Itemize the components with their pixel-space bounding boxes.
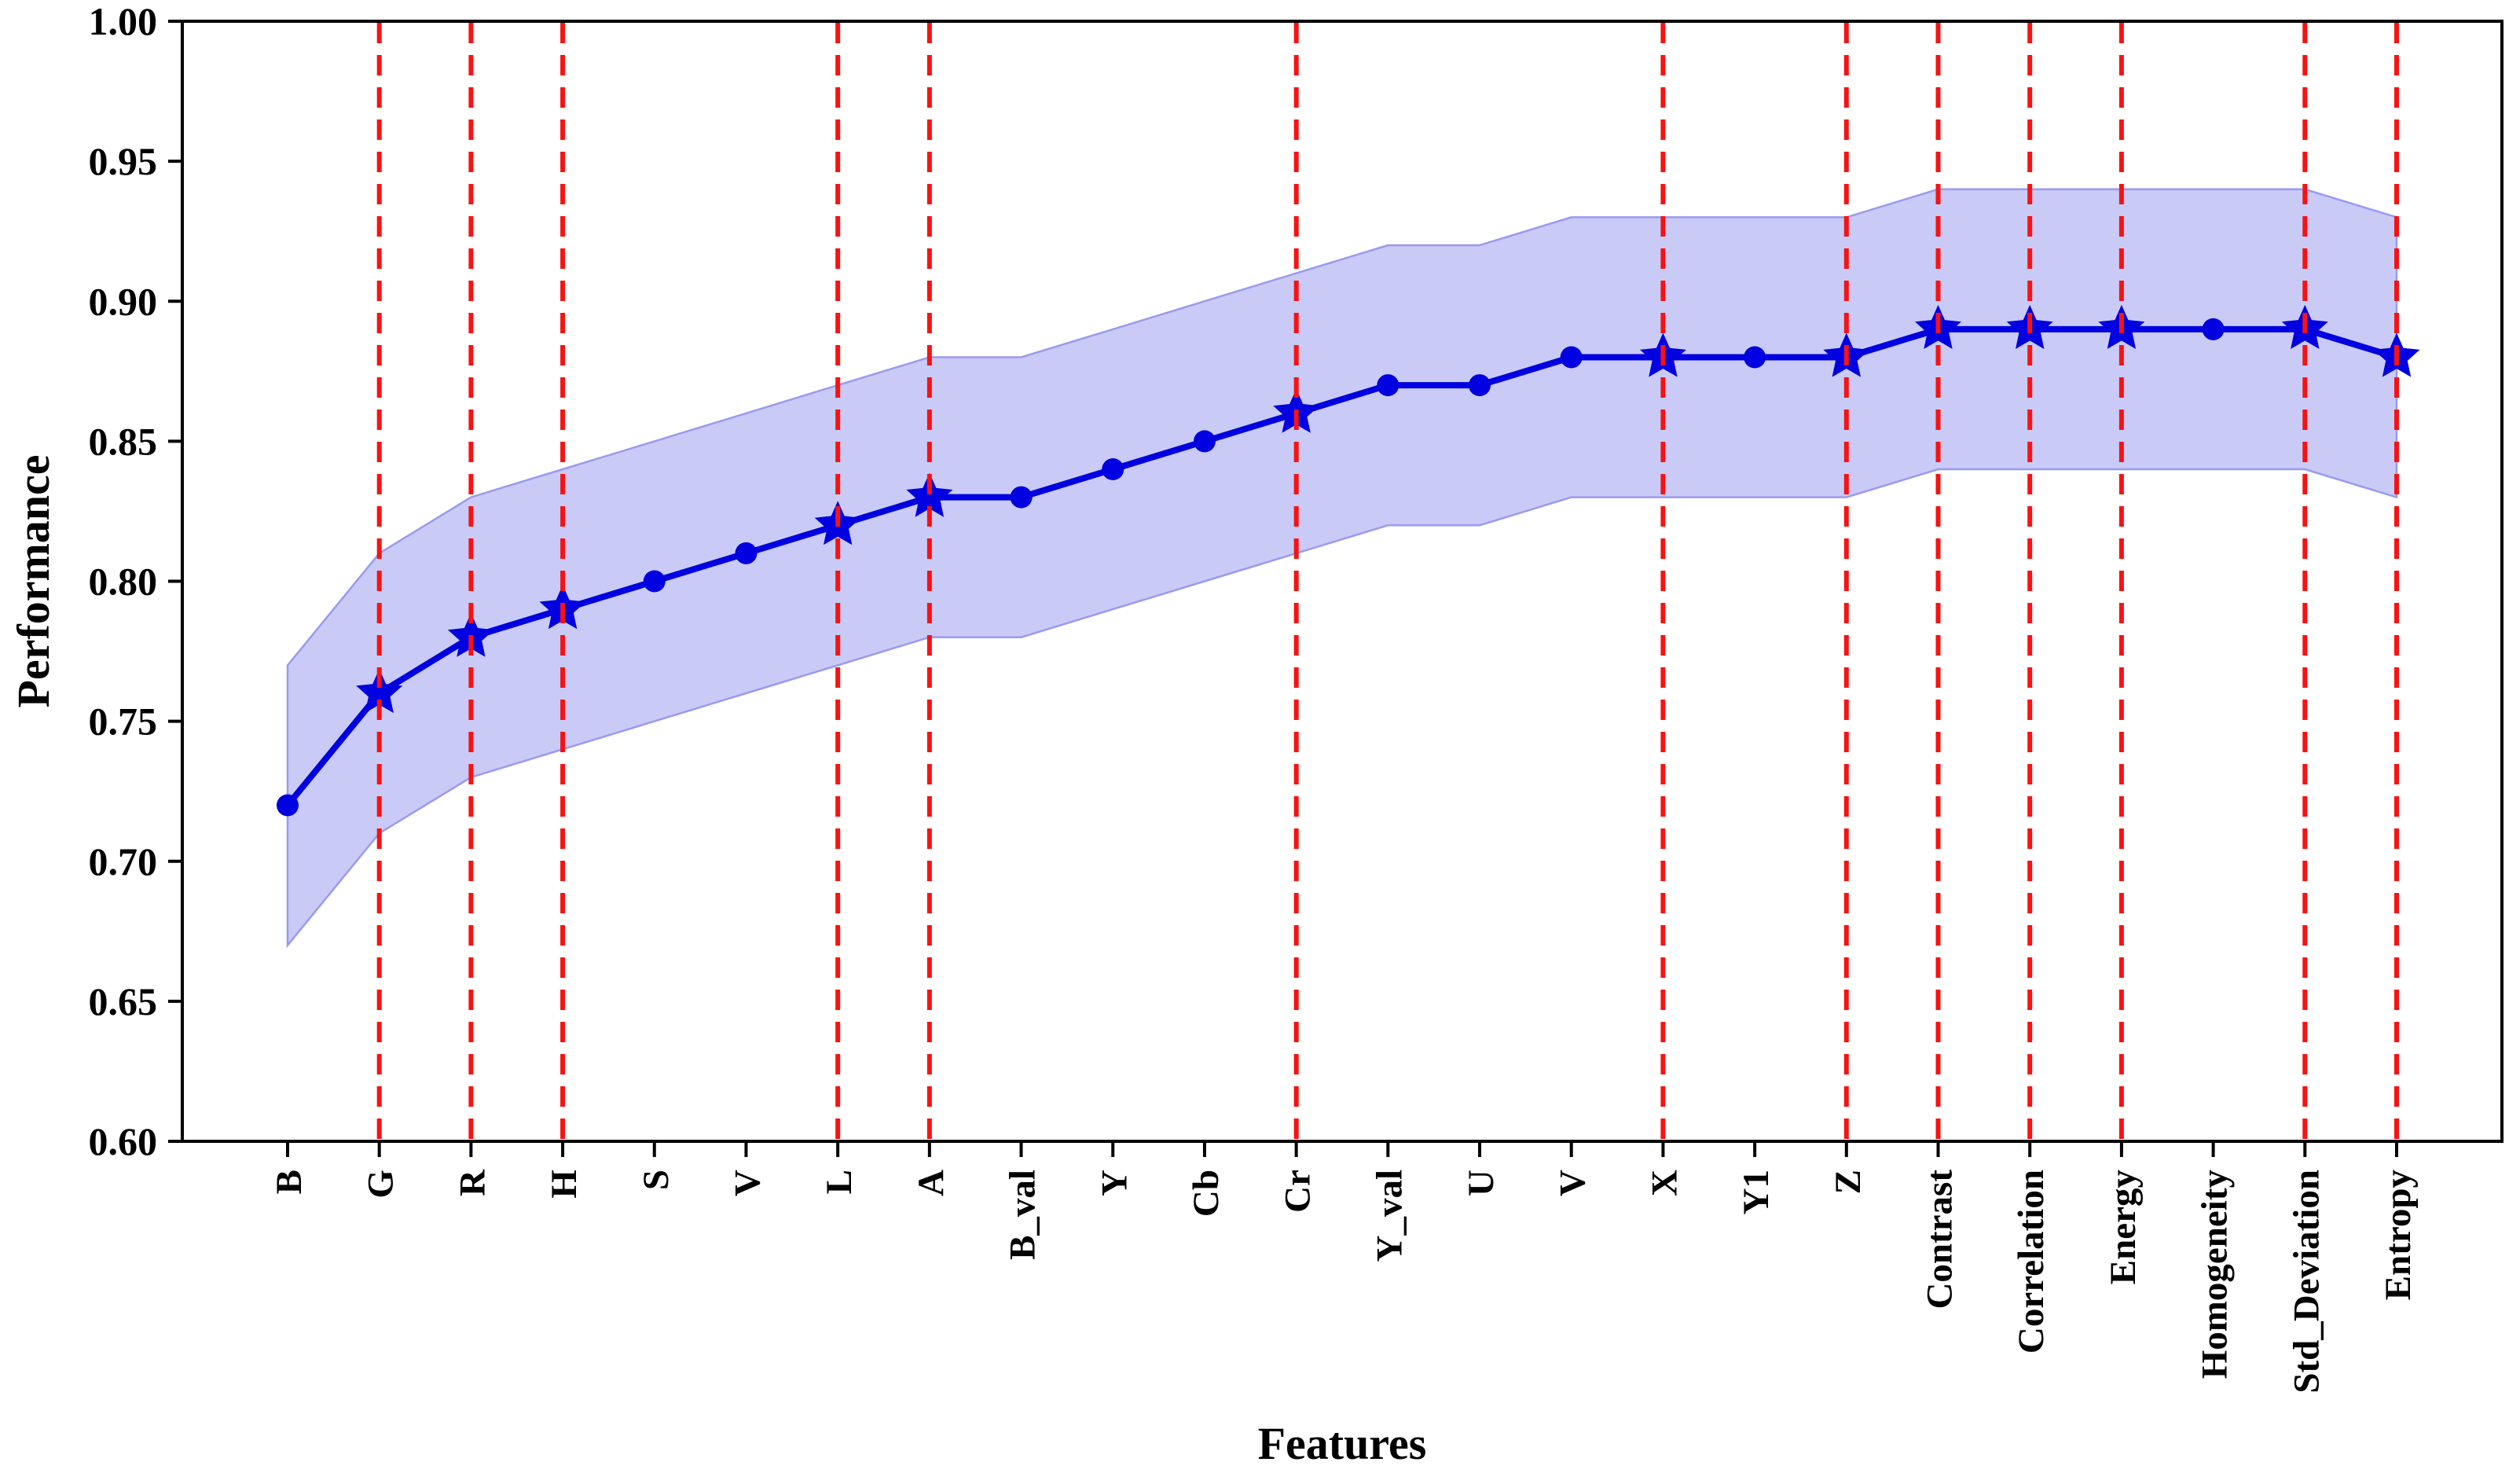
x-tick-label: Z xyxy=(1828,1170,1869,1194)
data-point-circle-marker xyxy=(1102,458,1124,480)
data-point-star-marker xyxy=(356,669,403,714)
data-point-circle-marker xyxy=(643,570,666,593)
data-point-circle-marker xyxy=(2202,318,2225,340)
y-tick-label: 0.75 xyxy=(89,700,158,744)
x-tick-label: S xyxy=(636,1170,677,1190)
y-tick-label: 1.00 xyxy=(89,0,158,43)
x-tick-label: H xyxy=(544,1170,585,1199)
x-tick-label: Y1 xyxy=(1736,1170,1777,1214)
x-tick-label: R xyxy=(452,1169,493,1196)
data-point-circle-marker xyxy=(1744,346,1766,369)
y-tick-label: 0.85 xyxy=(89,419,158,463)
data-point-circle-marker xyxy=(277,794,299,817)
x-tick-label: Contrast xyxy=(1920,1170,1961,1310)
x-tick-label: A xyxy=(911,1170,952,1196)
x-tick-label: L xyxy=(819,1170,860,1194)
data-point-circle-marker xyxy=(1560,346,1583,369)
x-tick-label: Y_val xyxy=(1369,1170,1410,1262)
y-tick-label: 0.65 xyxy=(89,979,158,1023)
x-tick-label: V xyxy=(727,1170,768,1196)
performance-line xyxy=(284,325,2400,809)
x-tick-label: Cb xyxy=(1186,1170,1227,1217)
data-point-circle-marker xyxy=(1194,430,1216,453)
x-tick-label: Correlation xyxy=(2011,1170,2052,1354)
x-tick-label: X xyxy=(1644,1170,1685,1196)
data-point-circle-marker xyxy=(735,542,757,564)
y-axis-title: Performance xyxy=(8,454,59,707)
x-tick-label: Homogeneity xyxy=(2195,1170,2236,1379)
x-axis-title: Features xyxy=(1258,1418,1427,1469)
x-tick-label: Cr xyxy=(1278,1170,1319,1213)
data-point-star-marker xyxy=(906,472,953,517)
x-tick-label: B xyxy=(269,1170,310,1194)
x-tick-label: Std_Deviation xyxy=(2286,1170,2327,1394)
y-tick-label: 0.80 xyxy=(89,560,158,604)
y-tick-label: 0.60 xyxy=(89,1119,158,1163)
x-tick-label: V xyxy=(1553,1170,1594,1196)
selected-feature-vlines-layer xyxy=(376,23,2399,1140)
y-tick-label: 0.70 xyxy=(89,839,158,883)
axes-layer: 0.60 0.65 0.70 0.75 0.80 0.85 0.90 0.95 1.00 B G R H… xyxy=(89,0,2503,1394)
confidence-band-layer xyxy=(286,188,2398,949)
series-line-layer xyxy=(284,325,2400,809)
x-tick-label: Energy xyxy=(2103,1170,2144,1285)
x-tick-label: G xyxy=(361,1170,402,1199)
x-tick-label: Y xyxy=(1094,1170,1135,1196)
data-point-circle-marker xyxy=(1469,374,1491,397)
confidence-band xyxy=(286,188,2398,949)
x-tick-label: Entropy xyxy=(2378,1170,2419,1301)
data-point-circle-marker xyxy=(1377,374,1399,397)
x-tick-label: B_val xyxy=(1003,1170,1044,1260)
y-tick-label: 0.95 xyxy=(89,139,158,183)
x-tick-label: U xyxy=(1461,1170,1502,1196)
y-tick-label: 0.90 xyxy=(89,279,158,323)
data-point-star-marker xyxy=(447,612,494,657)
data-point-circle-marker xyxy=(1010,486,1033,509)
